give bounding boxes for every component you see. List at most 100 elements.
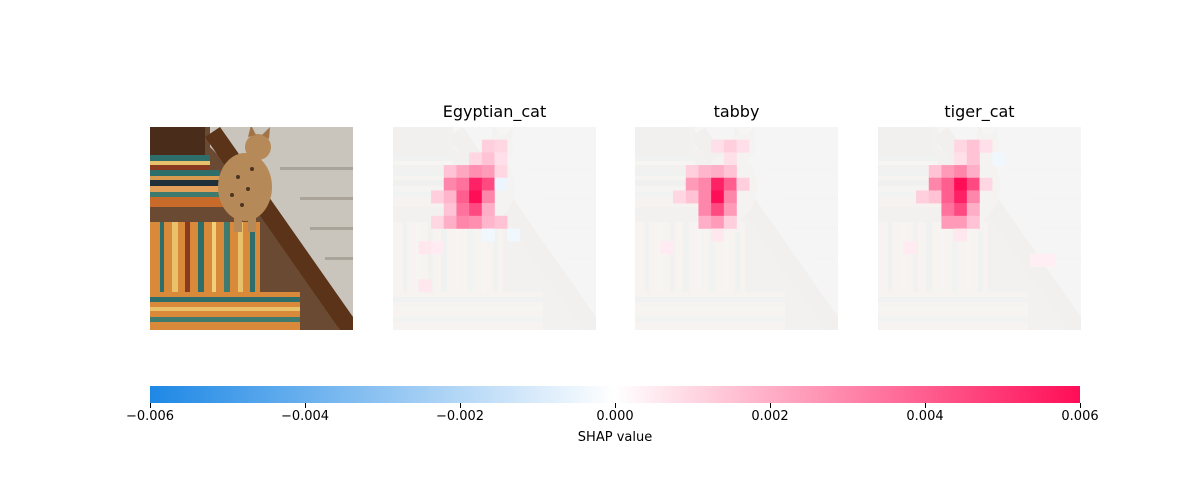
shap-cell [723,203,737,217]
shap-cell [966,190,980,204]
shap-cell [966,139,980,153]
shap-cell [736,177,750,191]
shap-cell [928,177,942,191]
colorbar-tick-label: 0.002 [751,409,789,424]
shap-cell [443,177,457,191]
shap-cell [456,215,470,229]
shap-cell [431,241,445,255]
shap-cell [903,241,917,255]
shap-cell [736,139,750,153]
shap-cell [711,190,725,204]
shap-cell [711,203,725,217]
shap-cell [469,215,483,229]
shap-cell [941,190,955,204]
shap-cell [711,228,725,242]
shap-cell [469,165,483,179]
shap-cell [481,177,495,191]
shap-cell [494,152,508,166]
shap-cell [685,177,699,191]
shap-cell [456,190,470,204]
shap-cell [507,228,521,242]
shap-cell [443,215,457,229]
shap-cell [494,165,508,179]
shap-cell [456,203,470,217]
shap-cell [469,190,483,204]
shap-panel-tiger-cat [878,127,1081,330]
shap-cell [698,203,712,217]
shap-cell [954,215,968,229]
shap-cell [698,165,712,179]
colorbar [150,386,1080,403]
shap-cell [443,203,457,217]
shap-cell [456,165,470,179]
colorbar-tick-label: −0.006 [125,409,175,424]
shap-panel-tabby [635,127,838,330]
shap-cell [481,152,495,166]
shap-cell [723,190,737,204]
shap-cell [954,139,968,153]
shap-cell [481,190,495,204]
shap-cell [979,177,993,191]
colorbar-tick-label: 0.006 [1061,409,1099,424]
shap-cell [443,190,457,204]
shap-cell [494,177,508,191]
colorbar-tick-label: 0.004 [906,409,944,424]
shap-cell [469,177,483,191]
colorbar-tick-label: −0.002 [435,409,485,424]
panel-title-tabby: tabby [713,102,760,121]
shap-cell [928,165,942,179]
shap-cell [481,165,495,179]
shap-cell [723,139,737,153]
shap-cell [494,139,508,153]
shap-cell [966,215,980,229]
shap-cell [660,241,674,255]
colorbar-tick-mark [614,403,616,408]
colorbar-tick-mark [1079,403,1081,408]
shap-cell [941,165,955,179]
colorbar-label: SHAP value [577,430,653,445]
shap-cell [723,215,737,229]
shap-cell [723,165,737,179]
shap-cell [1042,253,1056,267]
shap-cell [469,203,483,217]
shap-cell [481,203,495,217]
shap-cell [941,215,955,229]
shap-cell [673,190,687,204]
shap-cell [469,152,483,166]
shap-cell [711,215,725,229]
shap-cell [418,241,432,255]
panel-title-tiger-cat: tiger_cat [944,102,1015,121]
shap-cell [941,203,955,217]
shap-cell [954,203,968,217]
shap-cell [954,228,968,242]
shap-cell [711,165,725,179]
shap-cell [494,215,508,229]
shap-cell [966,152,980,166]
panel-title-egyptian-cat: Egyptian_cat [442,102,547,121]
shap-cell [698,177,712,191]
colorbar-tick-label: 0.000 [596,409,634,424]
colorbar-tick-mark [459,403,461,408]
colorbar-tick-mark [924,403,926,408]
colorbar-tick-label: −0.004 [280,409,330,424]
colorbar-tick-mark [304,403,306,408]
shap-cell [698,190,712,204]
shap-cell [723,152,737,166]
shap-cell [966,177,980,191]
shap-cell [481,215,495,229]
shap-cell [966,165,980,179]
shap-cell [685,165,699,179]
colorbar-tick-mark [149,403,151,408]
shap-cell [954,177,968,191]
shap-cell [431,215,445,229]
shap-cell [954,152,968,166]
colorbar-tick-mark [769,403,771,408]
shap-cell [481,139,495,153]
shap-panel-egyptian-cat [393,127,596,330]
shap-cell [954,165,968,179]
shap-cell [928,190,942,204]
shap-cell [711,139,725,153]
shap-cell [992,152,1006,166]
shap-cell [431,190,445,204]
shap-cell [443,165,457,179]
